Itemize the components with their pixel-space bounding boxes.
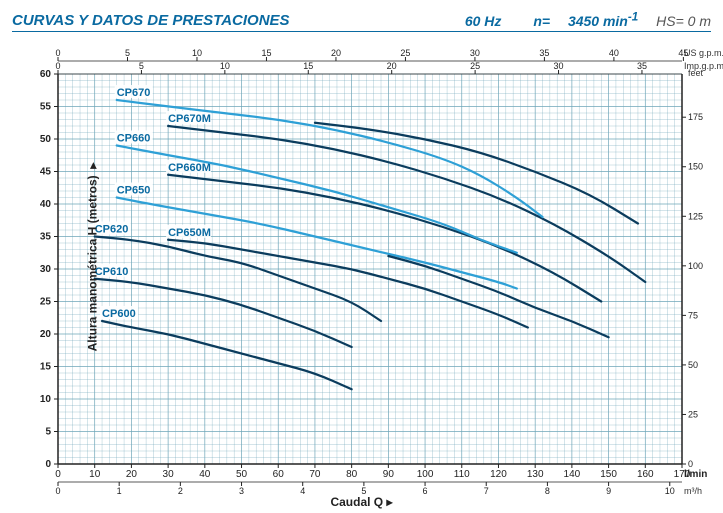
svg-text:120: 120 <box>490 469 507 480</box>
svg-text:0: 0 <box>45 459 51 470</box>
svg-text:75: 75 <box>688 310 698 320</box>
chart-header: CURVAS Y DATOS DE PRESTACIONES 60 Hz n= … <box>12 8 711 32</box>
series-label-CP610: CP610 <box>95 266 129 278</box>
svg-text:20: 20 <box>40 329 52 340</box>
svg-text:0: 0 <box>55 48 60 58</box>
svg-text:160: 160 <box>637 469 654 480</box>
svg-text:50: 50 <box>688 360 698 370</box>
chart-title: CURVAS Y DATOS DE PRESTACIONES <box>12 12 290 29</box>
svg-text:30: 30 <box>163 469 175 480</box>
svg-text:70: 70 <box>309 469 321 480</box>
svg-text:0: 0 <box>55 61 60 71</box>
series-label-CP670: CP670 <box>117 87 151 99</box>
svg-text:25: 25 <box>40 297 52 308</box>
svg-text:10: 10 <box>192 48 202 58</box>
svg-text:90: 90 <box>383 469 395 480</box>
svg-text:35: 35 <box>40 232 52 243</box>
svg-text:5: 5 <box>125 48 130 58</box>
svg-text:30: 30 <box>554 61 564 71</box>
svg-text:60: 60 <box>273 469 285 480</box>
svg-text:140: 140 <box>564 469 581 480</box>
series-CP660M <box>168 175 601 302</box>
svg-text:feet: feet <box>688 68 704 78</box>
series-label-CP620: CP620 <box>95 224 129 236</box>
svg-text:45: 45 <box>40 167 52 178</box>
series-label-CP650: CP650 <box>117 185 151 197</box>
x-axis-label: Caudal Q ▸ <box>0 495 723 509</box>
series-label-CP670M: CP670M <box>168 113 211 125</box>
y-axis-label: Altura manométrica H (metros) ▸ <box>85 162 99 351</box>
svg-text:35: 35 <box>539 48 549 58</box>
svg-text:20: 20 <box>331 48 341 58</box>
svg-text:15: 15 <box>303 61 313 71</box>
svg-text:50: 50 <box>236 469 248 480</box>
svg-text:35: 35 <box>637 61 647 71</box>
svg-text:30: 30 <box>470 48 480 58</box>
hs-label: HS= 0 m <box>656 13 711 29</box>
svg-text:25: 25 <box>688 409 698 419</box>
svg-text:25: 25 <box>400 48 410 58</box>
svg-text:40: 40 <box>609 48 619 58</box>
svg-text:10: 10 <box>220 61 230 71</box>
series-label-CP660M: CP660M <box>168 162 211 174</box>
svg-text:50: 50 <box>40 134 52 145</box>
svg-text:15: 15 <box>261 48 271 58</box>
series-label-CP660: CP660 <box>117 133 151 145</box>
svg-text:100: 100 <box>688 261 703 271</box>
svg-text:5: 5 <box>139 61 144 71</box>
svg-text:0: 0 <box>688 459 693 469</box>
svg-text:175: 175 <box>688 112 703 122</box>
svg-text:40: 40 <box>199 469 211 480</box>
svg-text:125: 125 <box>688 211 703 221</box>
svg-text:40: 40 <box>40 199 52 210</box>
svg-text:60: 60 <box>40 69 52 80</box>
svg-text:10: 10 <box>89 469 101 480</box>
svg-text:130: 130 <box>527 469 544 480</box>
svg-text:150: 150 <box>688 162 703 172</box>
series-label-CP600: CP600 <box>102 308 136 320</box>
freq-label: 60 Hz <box>465 13 502 29</box>
svg-text:5: 5 <box>45 427 51 438</box>
page: CURVAS Y DATOS DE PRESTACIONES 60 Hz n= … <box>0 0 723 513</box>
svg-text:20: 20 <box>387 61 397 71</box>
svg-text:10: 10 <box>40 394 52 405</box>
svg-text:55: 55 <box>40 102 52 113</box>
svg-text:100: 100 <box>417 469 434 480</box>
svg-text:110: 110 <box>454 469 470 480</box>
svg-text:80: 80 <box>346 469 358 480</box>
svg-text:20: 20 <box>126 469 138 480</box>
performance-chart: 0102030405060708090100110120130140150160… <box>0 0 723 513</box>
svg-text:0: 0 <box>55 469 61 480</box>
series-label-CP650M: CP650M <box>168 227 211 239</box>
speed-label: n= 3450 min-1 <box>519 13 642 29</box>
svg-text:15: 15 <box>40 362 52 373</box>
svg-text:30: 30 <box>40 264 52 275</box>
chart-conditions: 60 Hz n= 3450 min-1 HS= 0 m <box>451 10 711 29</box>
svg-text:25: 25 <box>470 61 480 71</box>
svg-text:US g.p.m.: US g.p.m. <box>684 48 723 58</box>
svg-text:150: 150 <box>600 469 617 480</box>
svg-text:l/min: l/min <box>684 469 707 480</box>
